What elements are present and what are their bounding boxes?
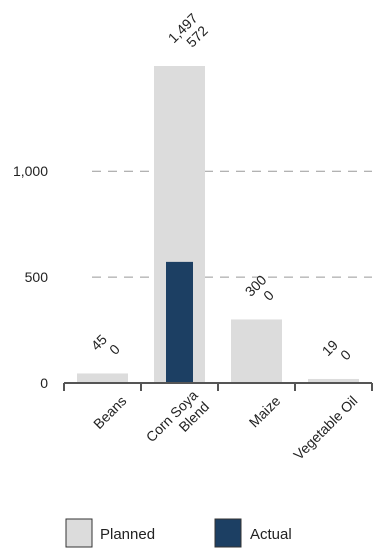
y-tick-label: 500 — [25, 269, 49, 285]
category-label-line: Maize — [246, 392, 284, 430]
data-label-actual: 0 — [106, 341, 123, 358]
data-label-actual: 0 — [260, 287, 277, 304]
bar-actual — [166, 261, 193, 383]
data-label-actual: 0 — [337, 346, 354, 363]
y-tick-label: 1,000 — [13, 163, 48, 179]
data-label-group: 190 — [319, 336, 354, 363]
gridlines — [92, 170, 372, 278]
data-label-group: 450 — [88, 331, 123, 358]
legend-label-planned: Planned — [100, 526, 155, 543]
data-label-planned: 19 — [319, 336, 341, 358]
category-label: Maize — [246, 392, 284, 430]
category-label-line: Beans — [90, 393, 129, 432]
category-label: Beans — [90, 393, 129, 432]
data-label-planned: 45 — [88, 331, 110, 353]
legend: Planned Actual — [65, 518, 292, 548]
bar-planned — [308, 378, 359, 383]
y-axis: 0 500 1,000 — [13, 163, 48, 391]
bars-planned — [77, 66, 359, 383]
x-axis — [63, 382, 373, 391]
category-label-line: Vegetable Oil — [290, 393, 360, 463]
bar-planned — [77, 373, 128, 383]
legend-swatch-planned — [65, 518, 93, 548]
legend-swatch-actual — [214, 518, 242, 548]
y-tick-label: 0 — [40, 375, 48, 391]
legend-label-actual: Actual — [250, 526, 292, 543]
category-label: Vegetable Oil — [290, 393, 360, 463]
bar-planned — [231, 319, 282, 383]
bars-actual — [166, 261, 193, 383]
